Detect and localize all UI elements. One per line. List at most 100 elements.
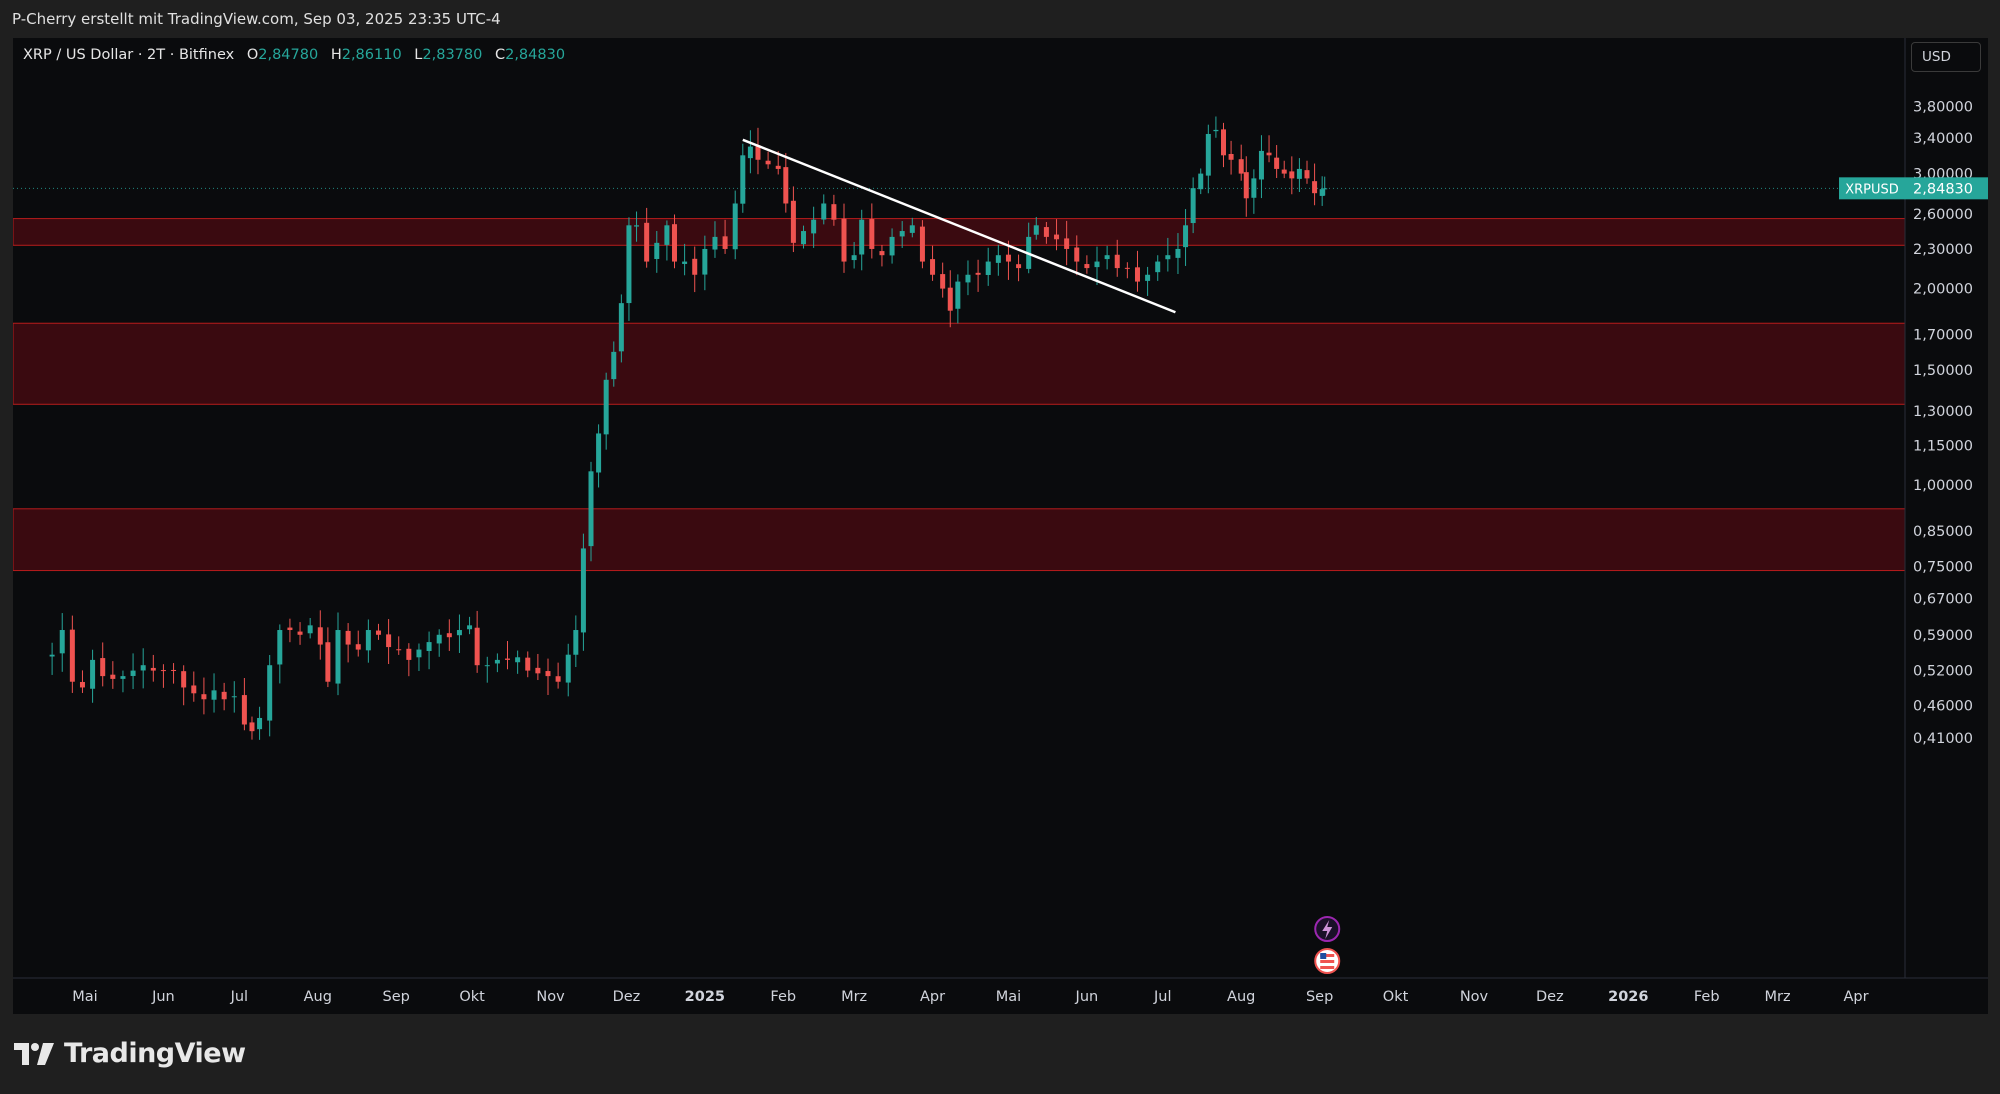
candle-body — [611, 351, 617, 380]
candle — [664, 220, 670, 261]
time-tick-label: Mrz — [841, 989, 867, 1005]
candle-body — [201, 694, 207, 700]
candle-body — [775, 165, 781, 169]
candle-body — [59, 630, 65, 654]
candle — [740, 143, 746, 213]
symbol-tag — [1839, 177, 1905, 200]
time-tick-label: Aug — [1227, 989, 1255, 1005]
time-tick-label: 2025 — [685, 989, 725, 1005]
candle-body — [1155, 261, 1161, 273]
candle — [49, 642, 55, 675]
candle — [221, 682, 227, 711]
candle-body — [1043, 227, 1049, 237]
tradingview-brand[interactable]: TradingView — [14, 1038, 246, 1069]
candle — [692, 246, 698, 293]
candle — [1274, 145, 1280, 178]
candle — [297, 622, 303, 645]
candle — [1165, 237, 1171, 272]
time-tick-label: Jul — [1153, 989, 1172, 1005]
price-tick-label: 0,85000 — [1913, 524, 1973, 540]
candle — [841, 203, 847, 273]
candle-body — [790, 200, 796, 243]
time-tick-label: Feb — [770, 989, 796, 1005]
candle-body — [821, 203, 827, 220]
candle-body — [1064, 238, 1070, 249]
candle-body — [221, 691, 227, 700]
candle — [426, 631, 432, 670]
price-tick-label: 2,00000 — [1913, 282, 1973, 298]
candle — [257, 706, 263, 740]
candle-body — [1016, 264, 1022, 269]
candle — [1183, 209, 1189, 266]
candle — [1289, 156, 1295, 195]
candle-body — [831, 204, 837, 220]
candle — [79, 670, 85, 693]
candle — [1319, 176, 1325, 206]
candle — [985, 247, 991, 286]
time-tick-label: Jun — [151, 989, 175, 1005]
brand-name: TradingView — [64, 1038, 246, 1069]
candle-body — [1054, 234, 1060, 240]
candle-body — [446, 633, 452, 638]
candle-body — [1281, 169, 1287, 174]
candle-body — [467, 625, 473, 630]
price-tick-label: 2,30000 — [1913, 242, 1973, 258]
candle-body — [975, 272, 981, 275]
price-tick-label: 0,46000 — [1913, 698, 1973, 714]
resistance-zone-1 — [13, 218, 1906, 246]
candle-body — [474, 627, 480, 666]
candle — [1322, 176, 1328, 196]
candle-body — [355, 644, 361, 650]
candle-body — [603, 379, 609, 435]
low-value: 2,83780 — [422, 47, 483, 63]
candle-body — [297, 631, 303, 635]
candle-body — [732, 203, 738, 250]
candle-body — [241, 695, 247, 725]
candle-body — [130, 670, 136, 676]
candle — [150, 654, 156, 682]
high-label: H — [330, 47, 342, 63]
candle-body — [947, 287, 953, 311]
candle — [869, 203, 875, 259]
resistance-zone-2 — [13, 322, 1906, 405]
candle-body — [365, 630, 371, 651]
candle — [783, 153, 789, 213]
currency-button[interactable]: USD — [1911, 42, 1981, 72]
candle-body — [889, 236, 895, 256]
candle-body — [565, 654, 571, 683]
candle — [130, 653, 136, 690]
candle — [790, 186, 796, 253]
price-tick-label: 2,60000 — [1913, 207, 1973, 223]
candle-body — [494, 659, 500, 664]
low-label: L — [414, 47, 423, 63]
price-tick-label: 0,59000 — [1913, 628, 1973, 644]
candle-body — [644, 222, 650, 262]
candle — [654, 230, 660, 273]
us-flag-canton-icon — [1320, 953, 1327, 959]
candle-body — [634, 225, 640, 227]
candle — [1296, 158, 1302, 193]
candle — [277, 624, 283, 684]
candle — [1145, 266, 1151, 296]
candle-body — [702, 248, 708, 275]
candle-body — [1228, 153, 1234, 160]
candle — [995, 244, 1001, 276]
candle — [588, 461, 594, 562]
candlestick-chart[interactable]: 4,400003,800003,400003,000002,600002,300… — [13, 38, 1988, 1014]
candle-body — [765, 160, 771, 165]
candle-body — [879, 251, 885, 256]
candle — [879, 244, 885, 267]
time-tick-label: Mrz — [1765, 989, 1791, 1005]
candle-body — [940, 274, 946, 289]
chart-area[interactable]: 4,400003,800003,400003,000002,600002,300… — [13, 38, 1988, 1014]
candle — [375, 623, 381, 640]
last-price-tag — [1905, 177, 1988, 200]
candle-body — [416, 649, 422, 658]
candle — [335, 612, 341, 696]
candle — [1054, 219, 1060, 251]
time-tick-label: Nov — [1460, 989, 1489, 1005]
candle — [241, 678, 247, 731]
candle-body — [555, 676, 561, 682]
candle-body — [140, 665, 146, 671]
candle — [851, 241, 857, 269]
